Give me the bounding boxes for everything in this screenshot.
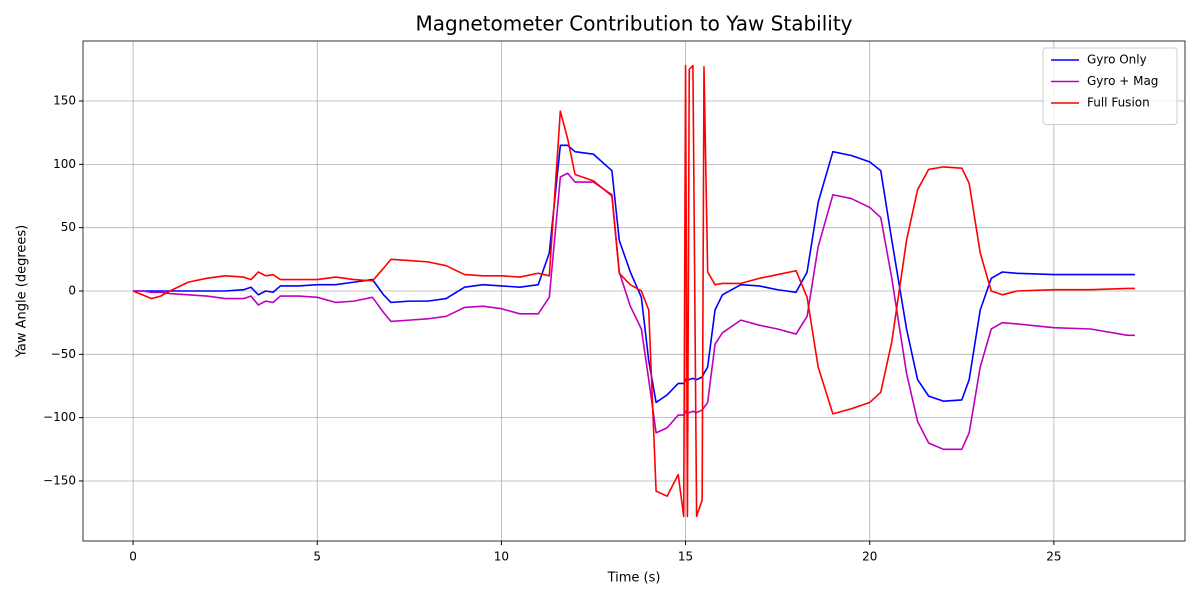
x-tick-label: 10 xyxy=(494,550,509,564)
x-tick-label: 0 xyxy=(129,550,137,564)
series-line xyxy=(132,64,1135,518)
y-tick-label: 50 xyxy=(61,220,76,234)
plot-frame xyxy=(82,40,1186,542)
x-tick-label: 5 xyxy=(313,550,321,564)
x-tick-label: 15 xyxy=(678,550,693,564)
x-axis-label: Time (s) xyxy=(607,571,661,586)
legend-label: Full Fusion xyxy=(1087,96,1150,110)
legend-label: Gyro Only xyxy=(1087,53,1147,67)
y-axis-label: Yaw Angle (degrees) xyxy=(15,225,30,358)
y-tick-label: 150 xyxy=(53,94,76,108)
legend: Gyro Only Gyro + Mag Full Fusion xyxy=(1042,47,1178,125)
chart-title: Magnetometer Contribution to Yaw Stabili… xyxy=(415,12,852,36)
y-tick-label: 100 xyxy=(53,157,76,171)
y-tick-label: −100 xyxy=(43,410,76,424)
x-tick-label: 20 xyxy=(862,550,877,564)
x-tick-label: 25 xyxy=(1046,550,1061,564)
y-tick-label: 0 xyxy=(68,284,76,298)
legend-box xyxy=(1042,47,1178,125)
plot-lines xyxy=(132,64,1135,518)
y-tick-label: −50 xyxy=(51,347,76,361)
y-tick-label: −150 xyxy=(43,473,76,487)
legend-label: Gyro + Mag xyxy=(1087,74,1158,88)
